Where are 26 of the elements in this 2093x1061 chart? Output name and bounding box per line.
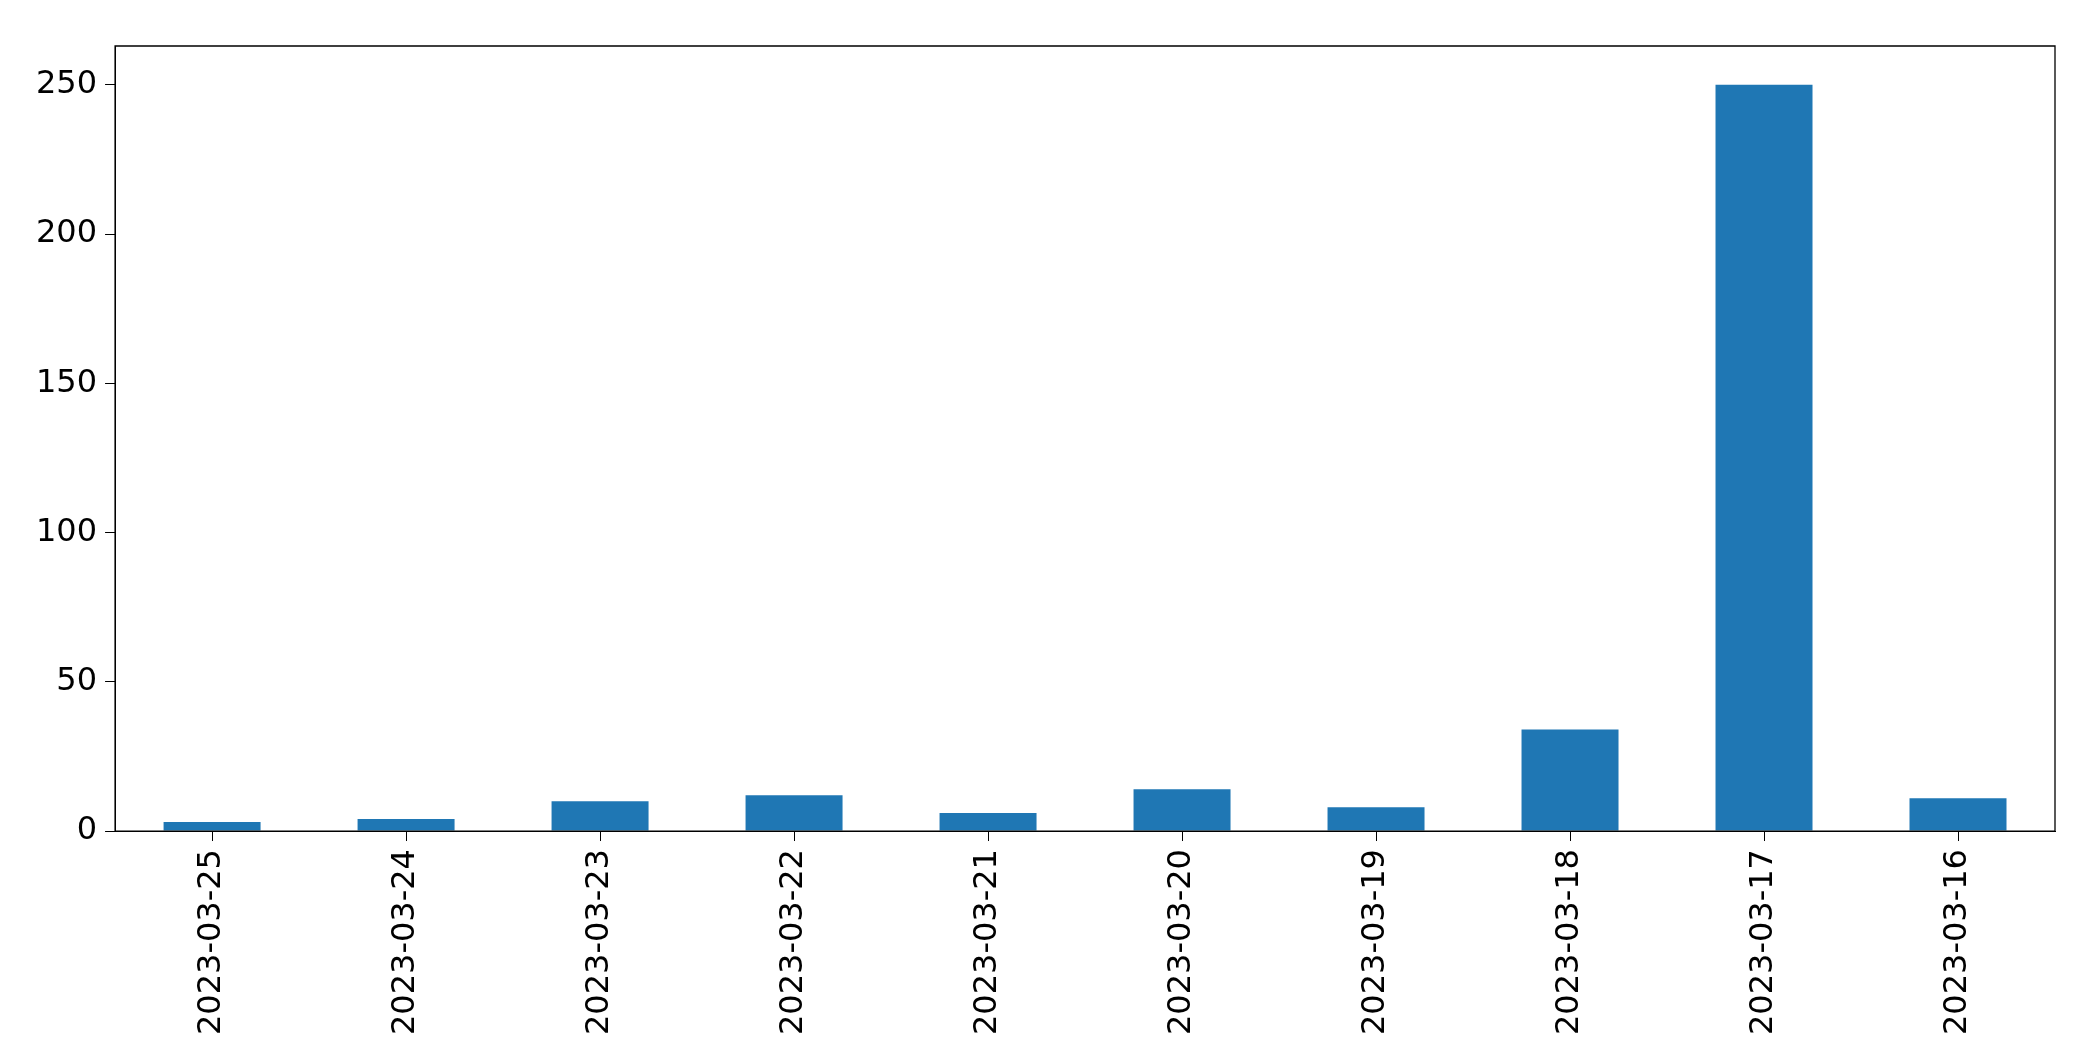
x-tick-label: 2023-03-17 [1742,849,1781,1035]
bar [1133,789,1231,831]
x-tick-label: 2023-03-16 [1936,849,1975,1035]
y-tick-label: 150 [36,361,98,400]
x-tick-label: 2023-03-21 [966,849,1005,1035]
bar [357,819,455,831]
x-tick-label: 2023-03-22 [772,849,811,1035]
bar [1715,84,1813,831]
x-tick-label: 2023-03-20 [1160,849,1199,1035]
y-tick-label: 0 [76,809,98,848]
bar [1909,798,2007,831]
bar [939,813,1037,831]
x-tick-label: 2023-03-19 [1354,849,1393,1035]
y-tick-label: 250 [36,63,98,102]
x-tick-label: 2023-03-23 [578,849,617,1035]
bar [551,801,649,831]
x-tick-label: 2023-03-24 [384,849,423,1035]
bar [1521,729,1619,831]
x-tick-label: 2023-03-18 [1548,849,1587,1035]
y-tick-label: 200 [36,212,98,251]
bar [1327,807,1425,831]
x-tick-label: 2023-03-25 [190,849,229,1035]
bar [163,822,261,831]
y-tick-label: 100 [36,510,98,549]
bar [745,795,843,831]
y-tick-label: 50 [56,660,98,699]
